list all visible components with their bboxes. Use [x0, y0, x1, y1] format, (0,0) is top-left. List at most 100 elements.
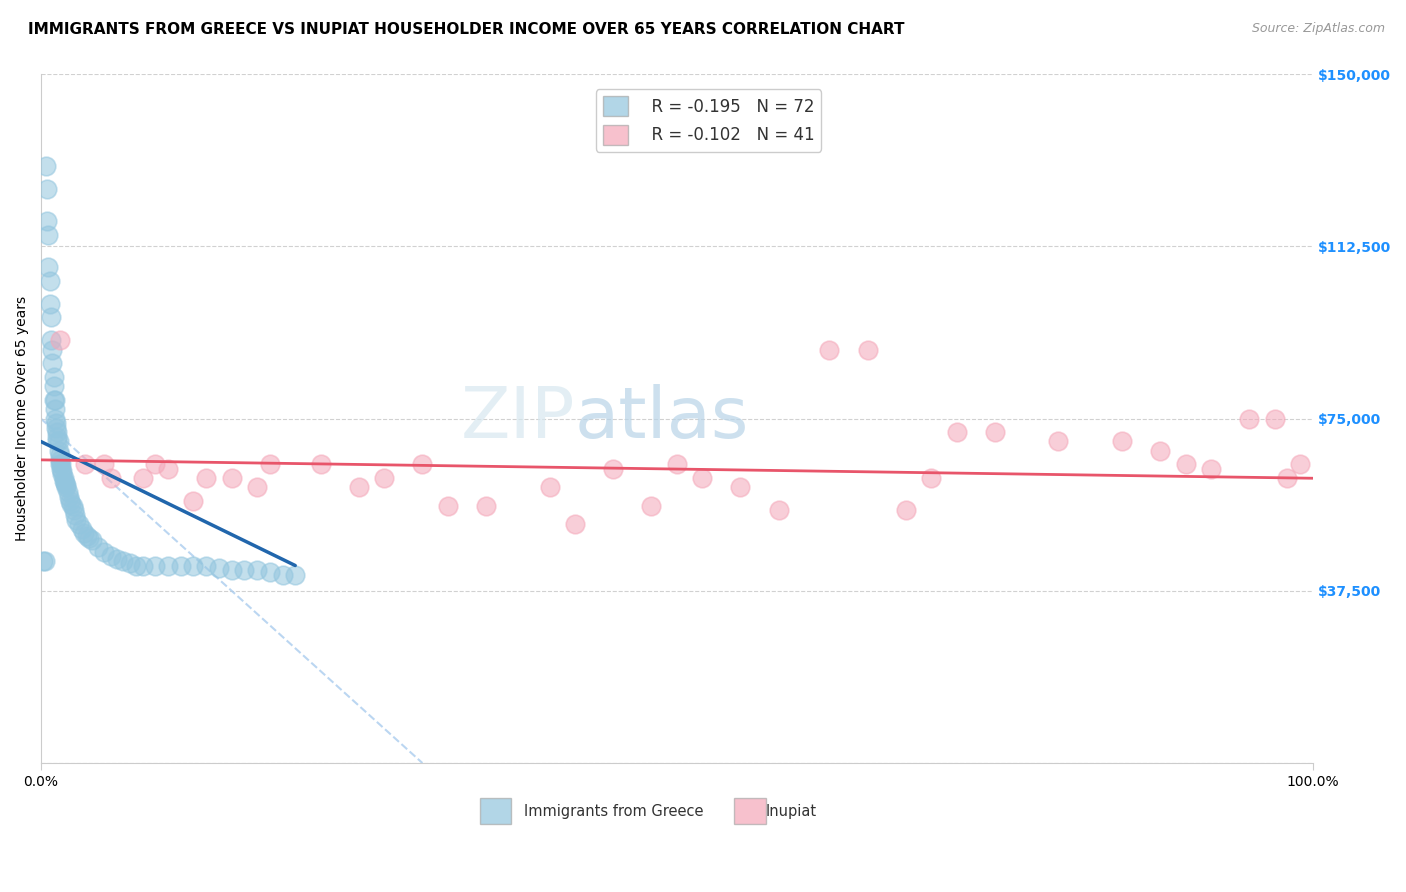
Point: [195, 471, 218, 485]
Point: [730, 480, 752, 494]
Point: [112, 554, 135, 568]
Point: [183, 558, 205, 573]
Point: [183, 494, 205, 508]
Point: [46, 434, 69, 449]
Text: IMMIGRANTS FROM GREECE VS INUPIAT HOUSEHOLDER INCOME OVER 65 YEARS CORRELATION C: IMMIGRANTS FROM GREECE VS INUPIAT HOUSEH…: [28, 22, 904, 37]
Point: [35, 159, 58, 173]
Point: [602, 462, 624, 476]
Point: [93, 545, 115, 559]
Text: Source: ZipAtlas.com: Source: ZipAtlas.com: [1251, 22, 1385, 36]
Point: [58, 490, 80, 504]
Point: [156, 558, 179, 573]
Point: [65, 512, 87, 526]
Point: [42, 370, 65, 384]
Point: [1239, 411, 1261, 425]
Y-axis label: Householder Income Over 65 years: Householder Income Over 65 years: [15, 296, 30, 541]
Point: [70, 522, 93, 536]
Point: [37, 260, 59, 274]
Point: [1277, 471, 1299, 485]
Point: [75, 458, 97, 472]
Point: [195, 558, 218, 573]
Point: [156, 462, 179, 476]
Point: [37, 214, 59, 228]
Point: [51, 467, 73, 481]
Point: [55, 478, 77, 492]
Point: [67, 517, 90, 532]
Point: [690, 471, 713, 485]
Point: [49, 453, 72, 467]
Point: [233, 563, 256, 577]
Point: [60, 496, 83, 510]
Point: [45, 416, 67, 430]
Point: [665, 458, 688, 472]
Point: [41, 343, 63, 357]
Legend:   R = -0.195   N = 72,   R = -0.102   N = 41: R = -0.195 N = 72, R = -0.102 N = 41: [596, 89, 821, 152]
Point: [87, 540, 110, 554]
Point: [77, 531, 100, 545]
Point: [49, 458, 72, 472]
Point: [52, 474, 75, 488]
Point: [984, 425, 1007, 440]
Point: [246, 563, 269, 577]
Point: [437, 499, 460, 513]
Point: [48, 443, 70, 458]
Point: [1111, 434, 1133, 449]
Point: [46, 425, 69, 440]
Point: [411, 458, 433, 472]
Point: [105, 551, 128, 566]
Point: [945, 425, 967, 440]
Point: [63, 503, 86, 517]
Point: [271, 567, 294, 582]
Point: [640, 499, 662, 513]
Point: [49, 458, 72, 472]
Point: [53, 475, 76, 490]
Point: [52, 471, 75, 485]
Point: [49, 334, 72, 348]
Point: [259, 566, 281, 580]
Point: [920, 471, 942, 485]
Point: [56, 485, 79, 500]
Point: [44, 402, 66, 417]
Point: [38, 274, 60, 288]
Point: [42, 393, 65, 408]
Point: [1264, 411, 1286, 425]
Point: [63, 508, 86, 522]
Text: Immigrants from Greece: Immigrants from Greece: [524, 804, 703, 819]
Point: [76, 529, 98, 543]
Point: [44, 393, 66, 408]
Point: [1047, 434, 1070, 449]
Point: [39, 310, 62, 325]
Point: [1174, 458, 1197, 472]
Point: [564, 517, 586, 532]
Text: atlas: atlas: [575, 384, 749, 453]
Bar: [479, 797, 512, 823]
Text: Inupiat: Inupiat: [766, 804, 817, 819]
Point: [51, 464, 73, 478]
Point: [818, 343, 841, 357]
Point: [80, 533, 103, 548]
Point: [347, 480, 370, 494]
Point: [37, 227, 59, 242]
Point: [259, 458, 281, 472]
Point: [46, 430, 69, 444]
Point: [373, 471, 395, 485]
Point: [118, 556, 141, 570]
Point: [34, 554, 56, 568]
Point: [125, 558, 148, 573]
Point: [131, 471, 153, 485]
Point: [62, 499, 84, 513]
Point: [42, 379, 65, 393]
Text: ZIP: ZIP: [461, 384, 575, 453]
Point: [41, 356, 63, 370]
Point: [39, 334, 62, 348]
Point: [208, 561, 231, 575]
Point: [32, 554, 55, 568]
Point: [143, 558, 166, 573]
Point: [38, 296, 60, 310]
Point: [538, 480, 561, 494]
Point: [37, 182, 59, 196]
Point: [221, 563, 243, 577]
Point: [309, 458, 332, 472]
Point: [1289, 458, 1312, 472]
Point: [49, 448, 72, 462]
